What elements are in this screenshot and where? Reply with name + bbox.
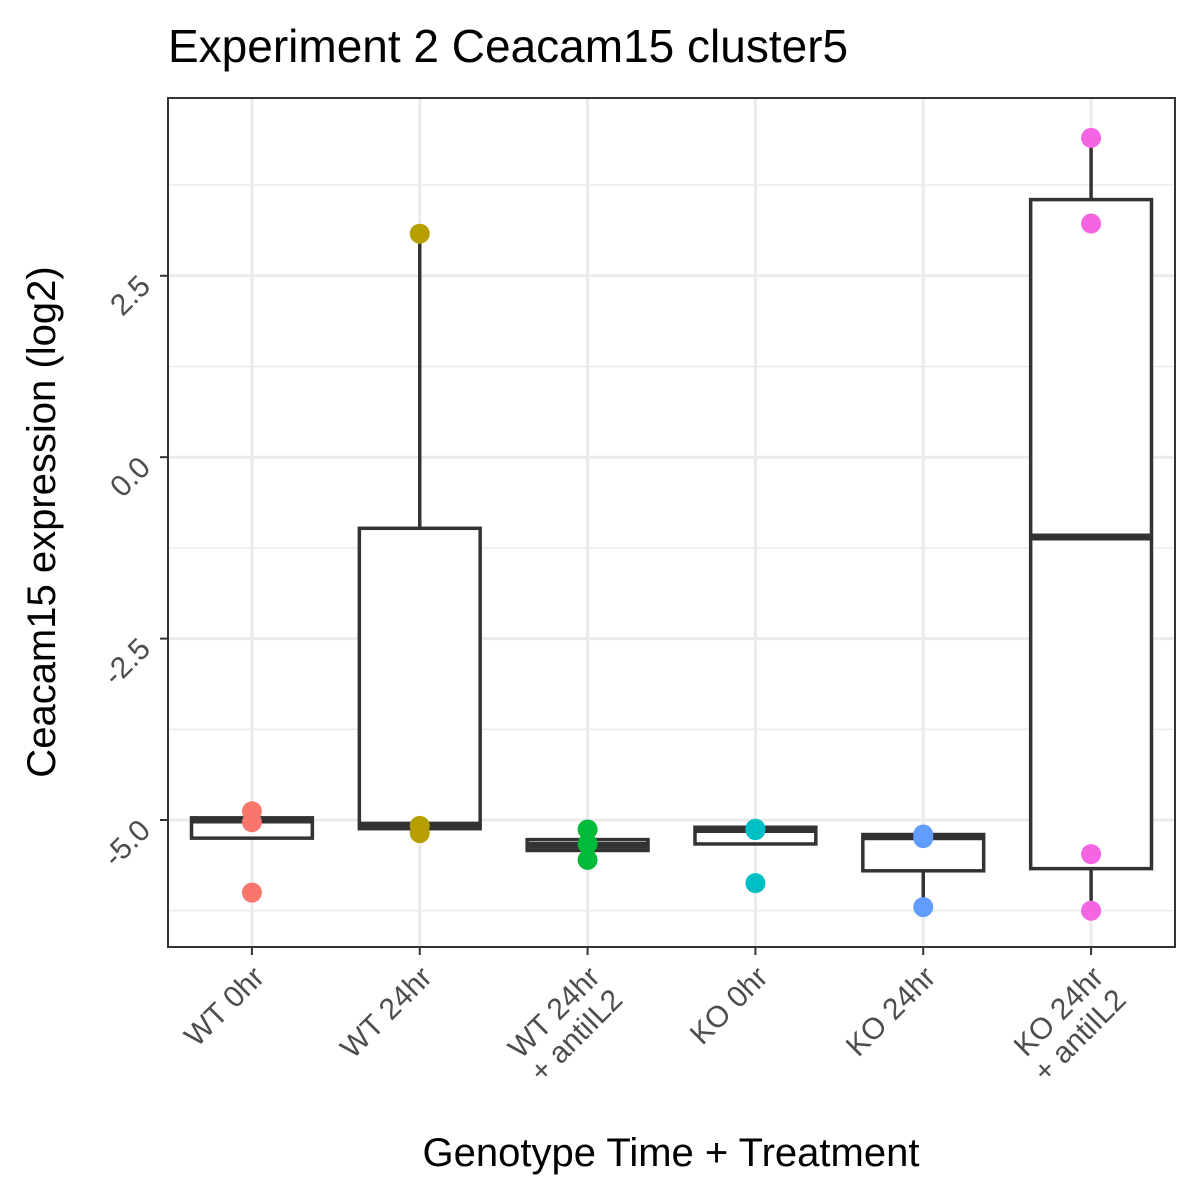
data-point <box>241 812 262 833</box>
x-tick-label: KO 0hr <box>684 961 775 1052</box>
y-tick-label: -5.0 <box>97 814 157 874</box>
data-point <box>1081 127 1102 148</box>
data-point <box>1081 844 1102 865</box>
boxplot-5 <box>1028 137 1154 911</box>
y-axis-title: Ceacam15 expression (log2) <box>20 266 64 777</box>
data-point <box>745 820 766 841</box>
y-tick-label: 0.0 <box>104 451 157 504</box>
panel-border <box>167 97 1176 948</box>
y-tick-label: 2.5 <box>104 269 157 322</box>
x-tick-label: WT 24hr+ antiIL2 <box>501 961 629 1089</box>
data-point <box>409 823 430 844</box>
chart-title: Experiment 2 Ceacam15 cluster5 <box>168 20 848 72</box>
panel-background <box>168 98 1175 947</box>
boxplot-1 <box>357 233 482 831</box>
x-tick-label-line: WT 0hr <box>178 961 270 1053</box>
data-point <box>913 897 934 918</box>
y-axis: -5.0 -2.5 0.0 2.5 <box>97 269 168 874</box>
data-point <box>577 819 598 840</box>
x-tick-label-line: KO 24hr <box>840 961 942 1063</box>
x-tick-label-line: WT 24hr <box>334 961 438 1065</box>
y-tick-label: -2.5 <box>97 632 157 692</box>
data-point <box>745 873 766 894</box>
x-tick-label-line: KO 0hr <box>684 961 775 1052</box>
x-tick-label: WT 0hr <box>178 961 270 1053</box>
box <box>357 526 482 831</box>
data-point <box>241 882 262 903</box>
x-axis: WT 0hr WT 24hr WT 24hr+ antiIL2 KO 0hr KO 24… <box>178 947 1133 1089</box>
x-tick-label: KO 24hr+ antiIL2 <box>1005 961 1133 1089</box>
data-point <box>1081 900 1102 921</box>
data-point <box>409 223 430 244</box>
x-tick-label: KO 24hr <box>840 961 942 1063</box>
plot-panel <box>167 97 1176 948</box>
data-point <box>913 828 934 849</box>
data-point <box>577 833 598 854</box>
x-axis-title: Genotype Time + Treatment <box>423 1131 920 1175</box>
data-point <box>577 849 598 870</box>
data-point <box>1081 213 1102 234</box>
x-tick-label: WT 24hr <box>334 961 438 1065</box>
